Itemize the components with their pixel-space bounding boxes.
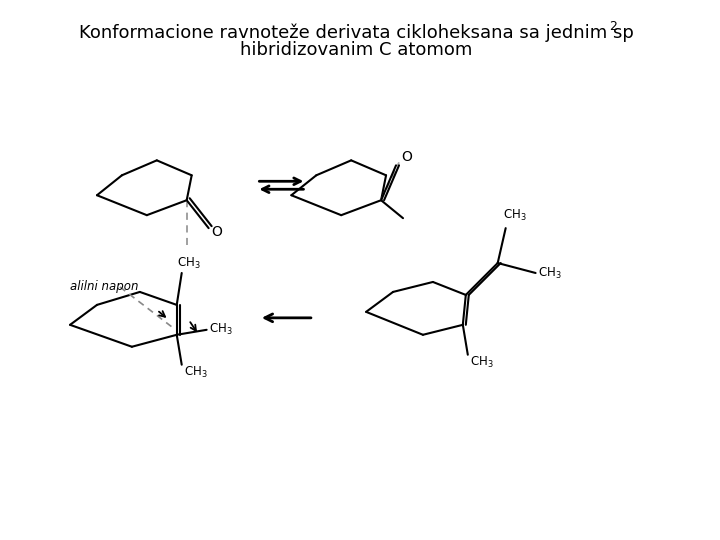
Text: CH$_3$: CH$_3$ bbox=[209, 322, 233, 338]
Text: O: O bbox=[212, 225, 222, 239]
Text: CH$_3$: CH$_3$ bbox=[184, 365, 207, 380]
Text: hibridizovanim C atomom: hibridizovanim C atomom bbox=[240, 40, 472, 59]
Text: O: O bbox=[401, 150, 412, 164]
Text: CH$_3$: CH$_3$ bbox=[469, 355, 493, 370]
Text: CH$_3$: CH$_3$ bbox=[176, 255, 200, 271]
Text: CH$_3$: CH$_3$ bbox=[503, 207, 526, 222]
Text: Konformacione ravnoteže derivata cikloheksana sa jednim sp: Konformacione ravnoteže derivata ciklohe… bbox=[78, 24, 634, 42]
Text: alilni napon: alilni napon bbox=[70, 280, 138, 293]
Text: 2: 2 bbox=[609, 21, 617, 33]
Text: CH$_3$: CH$_3$ bbox=[538, 266, 562, 281]
